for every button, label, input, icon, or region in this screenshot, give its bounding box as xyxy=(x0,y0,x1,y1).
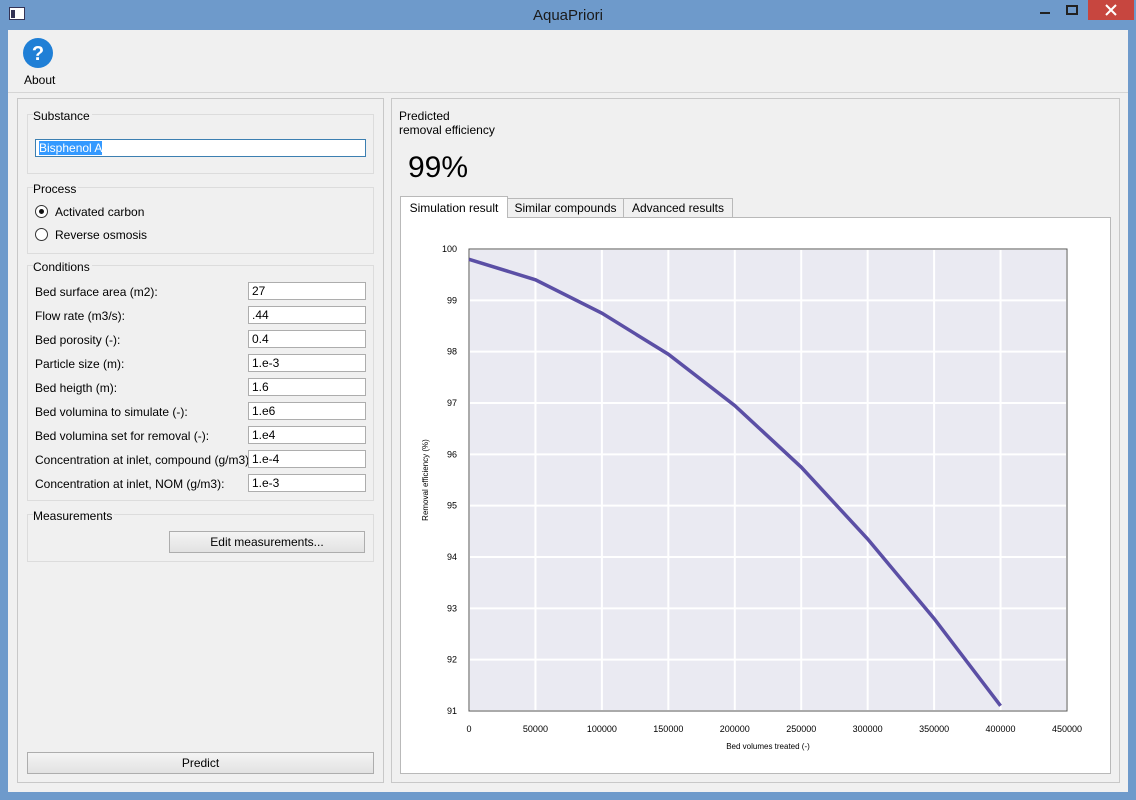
y-tick-label: 91 xyxy=(447,706,457,716)
separator xyxy=(8,92,1128,93)
about-label[interactable]: About xyxy=(24,73,56,87)
y-tick-label: 97 xyxy=(447,398,457,408)
about-icon[interactable]: ? xyxy=(23,38,53,68)
field-label: Bed volumina to simulate (-): xyxy=(35,405,188,419)
x-tick-label: 300000 xyxy=(853,724,883,734)
predict-button[interactable]: Predict xyxy=(27,752,374,774)
selected-text: Bisphenol A xyxy=(39,141,103,155)
result-value: 99% xyxy=(408,151,469,184)
result-label: Predicted removal efficiency xyxy=(399,109,495,137)
tab[interactable]: Advanced results xyxy=(623,198,733,218)
x-tick-label: 400000 xyxy=(986,724,1016,734)
field-label: Concentration at inlet, compound (g/m3): xyxy=(35,453,253,467)
radio-dot xyxy=(39,209,44,214)
chart: 91 92 93 94 95 96 97 98 99 100 0 50000 100000 150000 2… xyxy=(421,244,1082,751)
field-label: Flow rate (m3/s): xyxy=(35,309,126,323)
y-tick-label: 92 xyxy=(447,655,457,665)
x-tick-label: 150000 xyxy=(653,724,683,734)
result-label-line: removal efficiency xyxy=(399,123,495,137)
plot-background xyxy=(468,248,1068,712)
field-input[interactable]: 27 xyxy=(248,282,366,300)
x-tick-label: 100000 xyxy=(587,724,617,734)
field-label: Bed surface area (m2): xyxy=(35,285,158,299)
x-axis-label: Bed volumes treated (-) xyxy=(726,742,810,751)
field-input[interactable]: 1.e-3 xyxy=(248,474,366,492)
edit-measurements-button[interactable]: Edit measurements... xyxy=(169,531,365,553)
minimize[interactable] xyxy=(1040,12,1050,14)
right-panel xyxy=(391,98,1120,783)
radio-button[interactable] xyxy=(35,205,48,218)
y-tick-label: 100 xyxy=(442,244,457,254)
field-label: Concentration at inlet, NOM (g/m3): xyxy=(35,477,225,491)
group-label: Process xyxy=(33,182,79,196)
y-tick-label: 93 xyxy=(447,603,457,613)
group-label: Measurements xyxy=(33,509,115,523)
field-input[interactable]: 0.4 xyxy=(248,330,366,348)
field-label: Bed porosity (-): xyxy=(35,333,121,347)
tab[interactable]: Similar compounds xyxy=(507,198,624,218)
field-input[interactable]: .44 xyxy=(248,306,366,324)
field-label: Bed volumina set for removal (-): xyxy=(35,429,210,443)
tab[interactable]: Simulation result xyxy=(400,196,508,218)
x-tick-label: 0 xyxy=(466,724,471,734)
result-label-line: Predicted xyxy=(399,109,450,123)
x-tick-label: 450000 xyxy=(1052,724,1082,734)
x-tick-label: 50000 xyxy=(523,724,548,734)
y-axis-label: Removal efficiency (%) xyxy=(421,439,430,521)
process-group xyxy=(27,187,374,254)
field-input[interactable]: 1.6 xyxy=(248,378,366,396)
window-title: AquaPriori xyxy=(532,7,604,24)
close-icon xyxy=(1105,4,1117,16)
x-tick-label: 200000 xyxy=(720,724,750,734)
app-icon xyxy=(9,7,25,20)
y-tick-label: 99 xyxy=(447,295,457,305)
radio-button[interactable] xyxy=(35,228,48,241)
group-label: Substance xyxy=(33,109,92,123)
y-tick-label: 98 xyxy=(447,347,457,357)
field-input[interactable]: 1.e-3 xyxy=(248,354,366,372)
field-input[interactable]: 1.e-4 xyxy=(248,450,366,468)
x-tick-label: 250000 xyxy=(786,724,816,734)
x-tick-label: 350000 xyxy=(919,724,949,734)
plot-frame xyxy=(468,248,1068,712)
window-controls xyxy=(1040,0,1134,20)
radio-label[interactable]: Activated carbon xyxy=(55,205,145,219)
substance-input[interactable]: Bisphenol A xyxy=(35,139,366,157)
data-line xyxy=(468,257,1002,707)
field-label: Particle size (m): xyxy=(35,357,125,371)
field-label: Bed heigth (m): xyxy=(35,381,118,395)
y-tick-label: 96 xyxy=(447,449,457,459)
left-panel xyxy=(17,98,384,783)
field-input[interactable]: 1.e6 xyxy=(248,402,366,420)
maximize[interactable] xyxy=(1066,5,1078,15)
radio-label[interactable]: Reverse osmosis xyxy=(55,228,148,242)
field-input[interactable]: 1.e4 xyxy=(248,426,366,444)
y-tick-label: 94 xyxy=(447,552,457,562)
group-label: Conditions xyxy=(33,260,92,274)
y-tick-label: 95 xyxy=(447,501,457,511)
title-bar: AquaPriori xyxy=(0,0,1136,30)
svg-text:?: ? xyxy=(32,43,44,65)
